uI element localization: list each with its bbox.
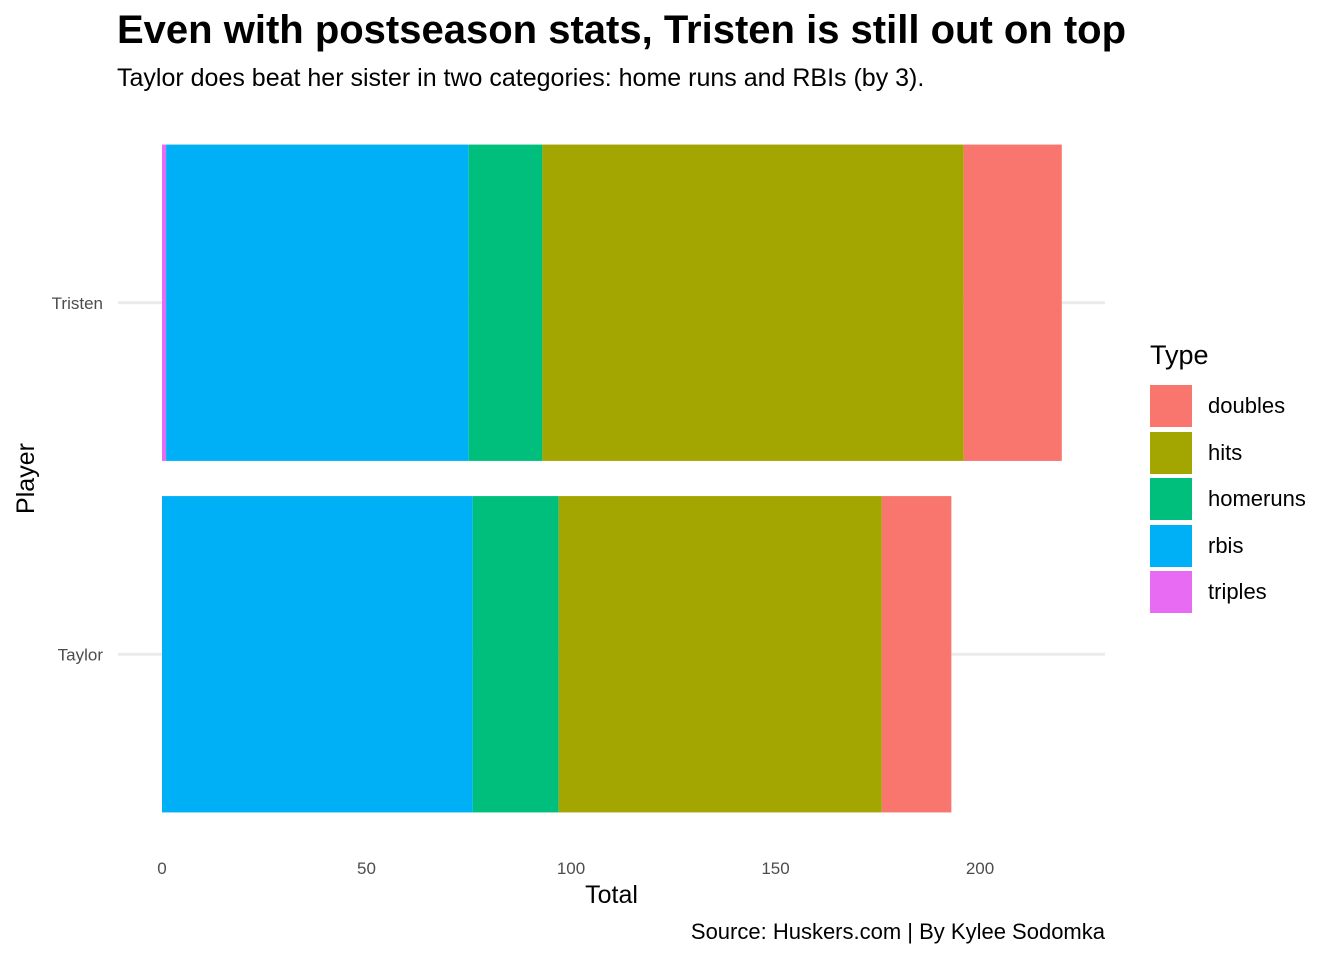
bar-tristen-doubles [963,144,1062,461]
legend: Type doubles hits homeruns rbis triples [1150,340,1306,616]
legend-item-triples: triples [1150,569,1306,616]
chart-caption: Source: Huskers.com | By Kylee Sodomka [690,919,1105,944]
legend-item-doubles: doubles [1150,383,1306,430]
legend-key-doubles [1150,385,1192,428]
legend-label-rbis: rbis [1208,532,1244,558]
x-tick-label: 200 [966,859,994,878]
legend-item-homeruns: homeruns [1150,476,1306,523]
bar-tristen-homeruns [468,144,543,461]
x-axis-title: Total [585,881,638,909]
y-tick-label-tristen: Tristen [52,294,103,313]
legend-key-rbis [1150,524,1192,567]
legend-label-homeruns: homeruns [1208,486,1306,512]
legend-item-rbis: rbis [1150,523,1306,570]
bar-taylor-homeruns [472,496,559,813]
legend-key-hits [1150,431,1192,474]
legend-item-hits: hits [1150,430,1306,477]
bar-taylor-hits [558,496,882,813]
y-tick-label-taylor: Taylor [58,645,104,664]
chart-subtitle: Taylor does beat her sister in two categ… [117,64,925,92]
x-tick-label: 50 [357,859,376,878]
legend-label-hits: hits [1208,439,1243,465]
legend-items: doubles hits homeruns rbis triples [1150,383,1306,616]
chart-title: Even with postseason stats, Tristen is s… [117,8,1127,52]
bar-taylor-doubles [881,496,952,813]
bar-tristen-triples [162,144,167,461]
legend-key-triples [1150,571,1192,614]
legend-key-homeruns [1150,478,1192,521]
bar-tristen-rbis [166,144,469,461]
bar-taylor-rbis [162,496,473,813]
x-tick-label: 100 [557,859,585,878]
legend-title: Type [1150,340,1209,370]
legend-label-triples: triples [1208,579,1267,605]
x-tick-label: 150 [761,859,789,878]
bar-tristen-hits [542,144,964,461]
y-axis-title: Player [12,443,40,514]
x-tick-label: 0 [157,859,166,878]
legend-label-doubles: doubles [1208,393,1286,419]
